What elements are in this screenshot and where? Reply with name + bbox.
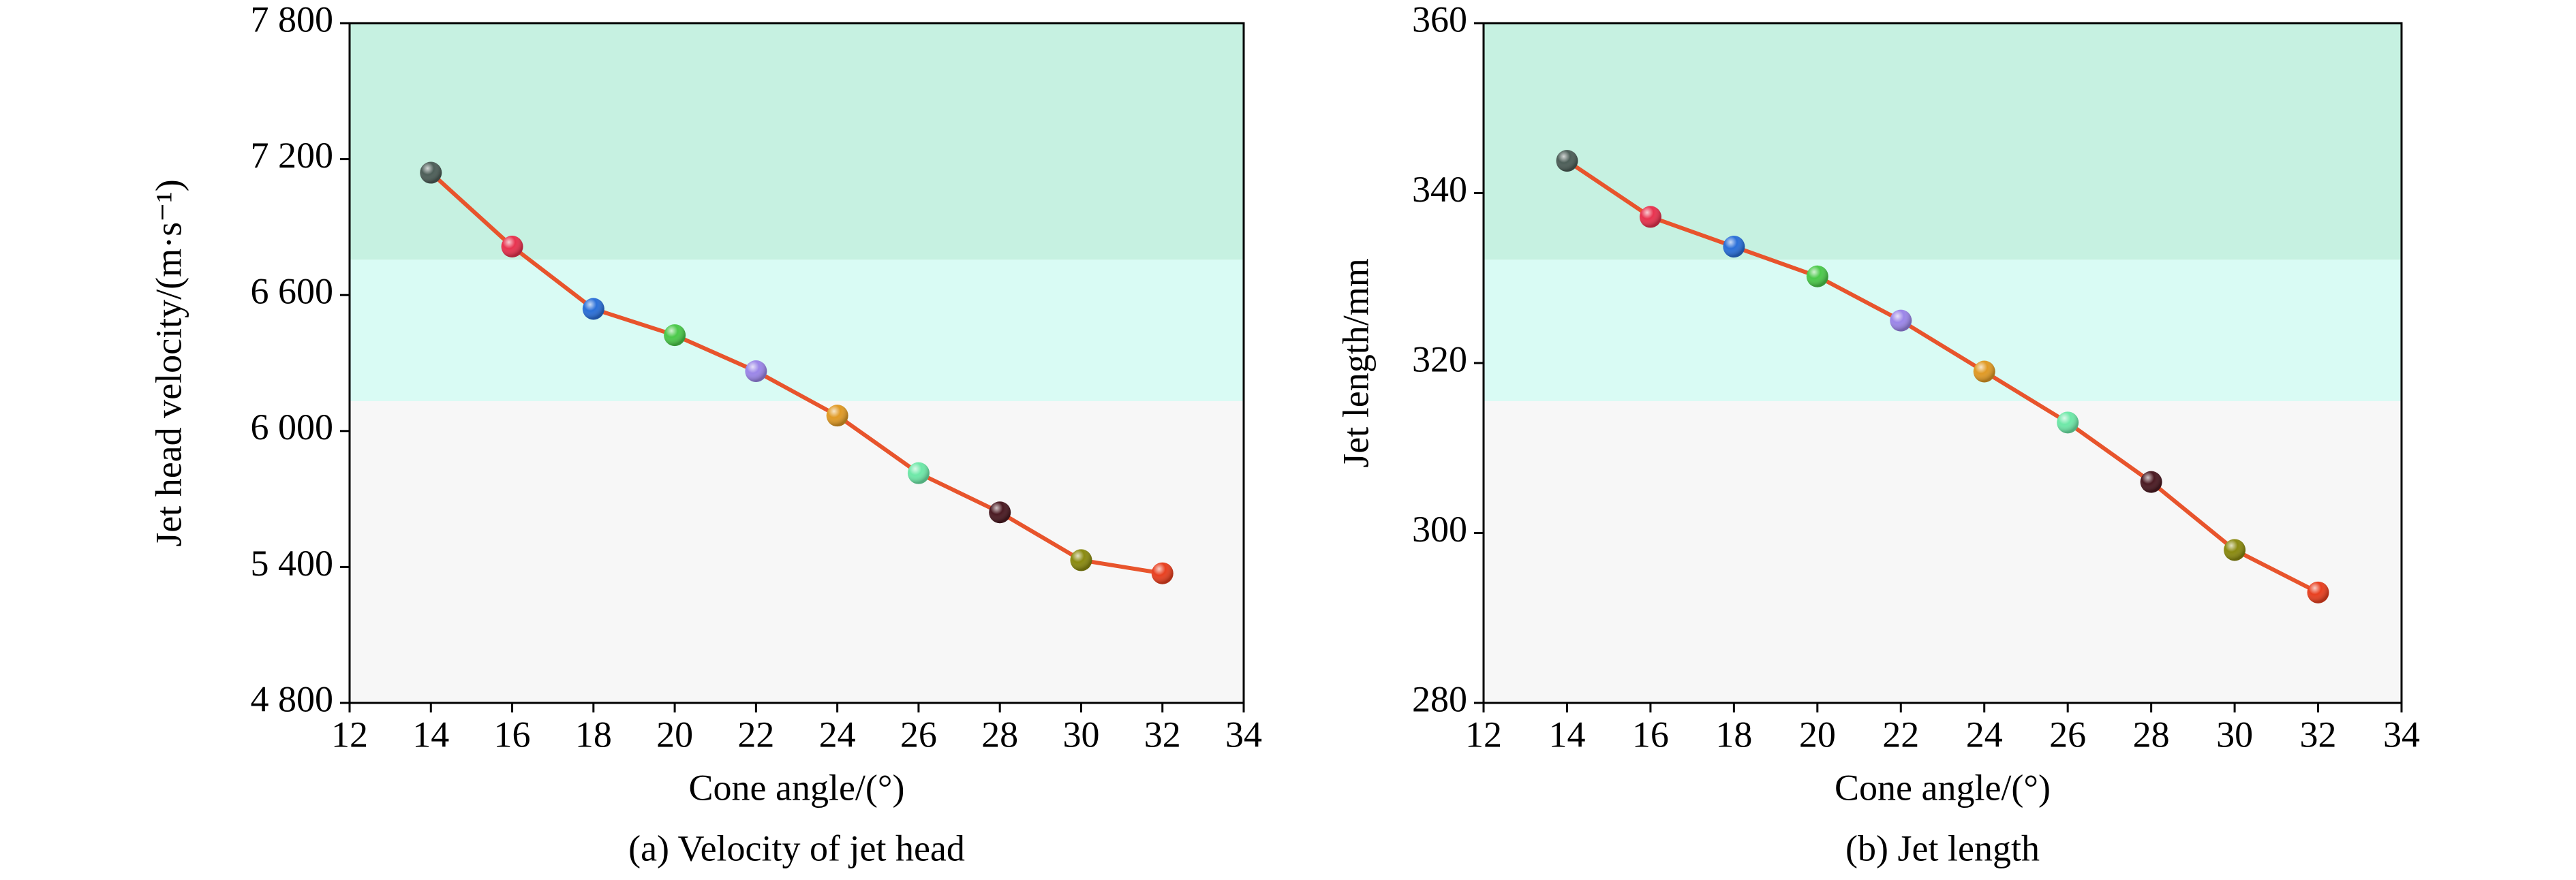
y-axis-label: Jet length/mm (1335, 258, 1376, 467)
upper-band (350, 23, 1244, 260)
x-tick-label: 18 (575, 714, 612, 755)
x-tick-label: 14 (1548, 714, 1585, 755)
x-tick-label: 34 (2383, 714, 2420, 755)
y-tick-label: 6 600 (251, 271, 334, 312)
caption: (a) Velocity of jet head (628, 828, 965, 868)
point-shine (501, 236, 523, 258)
x-tick-label: 28 (981, 714, 1018, 755)
x-tick-label: 26 (900, 714, 937, 755)
y-tick-label: 7 800 (251, 0, 334, 40)
data-line (1565, 159, 2319, 595)
y-tick-label: 4 800 (251, 678, 334, 719)
x-tick-label: 30 (2216, 714, 2253, 755)
x-tick-label: 30 (1062, 714, 1099, 755)
point-shine (2224, 539, 2246, 561)
point-shine (745, 360, 767, 382)
x-tick-label: 20 (656, 714, 693, 755)
x-tick-label: 14 (412, 714, 449, 755)
caption: (b) Jet length (1845, 828, 2040, 868)
plot-frame (1482, 22, 2403, 704)
point-shine (1070, 549, 1092, 571)
point-shine (1723, 236, 1745, 258)
x-tick-label: 18 (1715, 714, 1752, 755)
point-shine (2057, 411, 2079, 434)
x-tick-label: 32 (2300, 714, 2337, 755)
point-shine (989, 501, 1011, 524)
x-axis-label: Cone angle/(°) (1835, 767, 2051, 808)
x-tick-label: 32 (1144, 714, 1181, 755)
y-tick-label: 280 (1412, 678, 1467, 719)
x-tick-label: 26 (2049, 714, 2086, 755)
plot-frame (348, 22, 1245, 704)
x-axis-label: Cone angle/(°) (689, 767, 905, 808)
lower-band (350, 260, 1244, 401)
y-tick-label: 320 (1412, 339, 1467, 379)
y-tick-label: 300 (1412, 509, 1467, 550)
y-tick-label: 6 000 (251, 407, 334, 447)
point-shine (1806, 265, 1828, 287)
x-tick-label: 12 (1465, 714, 1502, 755)
point-shine (907, 462, 930, 484)
point-shine (826, 405, 848, 427)
point-shine (1639, 206, 1661, 228)
point-shine (582, 298, 604, 320)
y-tick-label: 360 (1412, 0, 1467, 40)
x-tick-label: 28 (2133, 714, 2170, 755)
x-tick-label: 20 (1799, 714, 1836, 755)
point-shine (1890, 309, 1912, 332)
point-shine (420, 161, 442, 184)
lower-band (1484, 260, 2402, 401)
y-tick-label: 340 (1412, 169, 1467, 210)
data-line (429, 171, 1163, 576)
x-tick-label: 12 (331, 714, 368, 755)
x-tick-label: 24 (1966, 714, 2003, 755)
x-tick-label: 34 (1225, 714, 1262, 755)
point-shine (2307, 581, 2329, 603)
point-shine (1151, 562, 1174, 584)
y-tick-label: 5 400 (251, 543, 334, 584)
x-tick-label: 22 (1882, 714, 1919, 755)
x-tick-label: 16 (494, 714, 531, 755)
x-tick-label: 24 (819, 714, 856, 755)
upper-band (1484, 23, 2402, 260)
x-tick-label: 22 (737, 714, 774, 755)
point-shine (2140, 471, 2162, 493)
point-shine (1973, 360, 1995, 383)
x-tick-label: 16 (1632, 714, 1669, 755)
y-tick-label: 7 200 (251, 135, 334, 176)
y-axis-label: Jet head velocity/(m·s⁻¹) (148, 179, 189, 547)
point-shine (664, 324, 686, 347)
point-shine (1556, 150, 1578, 172)
